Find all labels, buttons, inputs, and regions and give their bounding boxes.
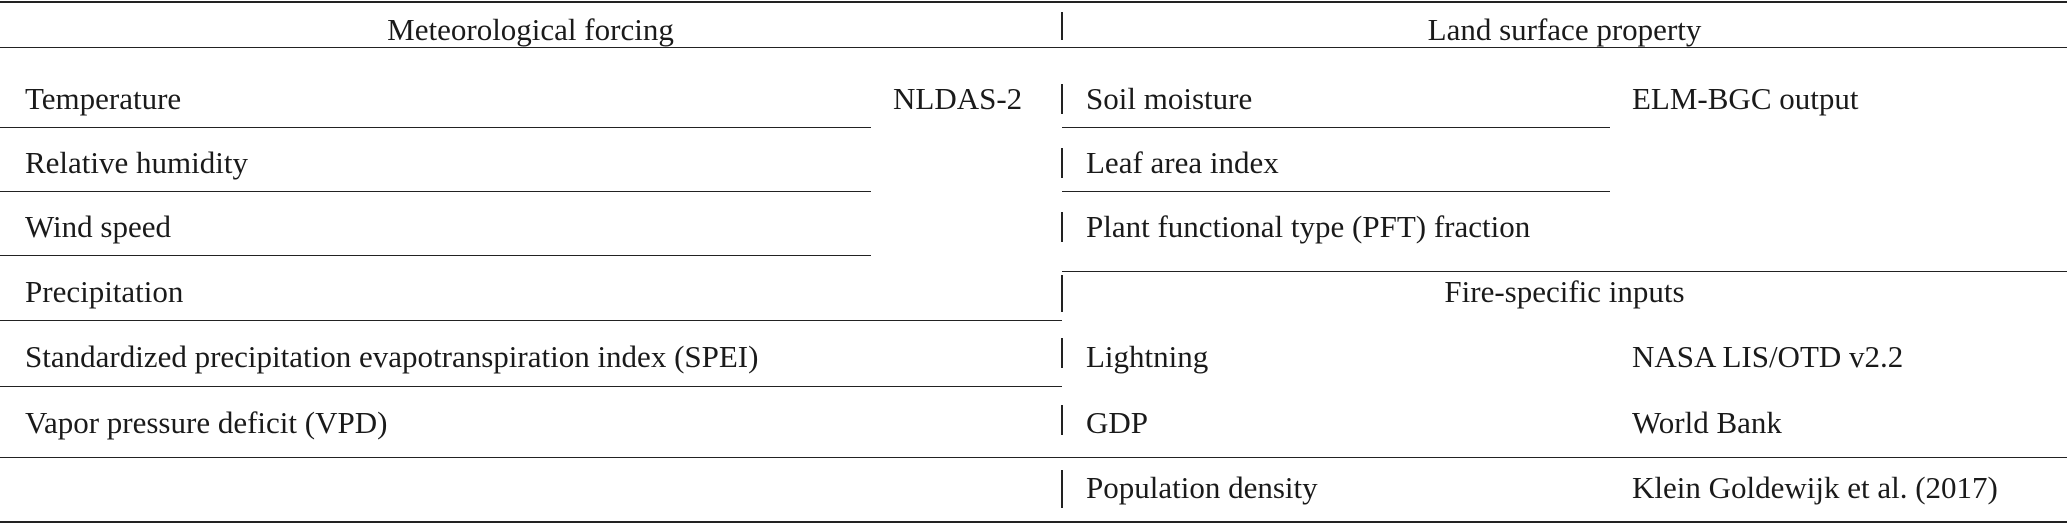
column-divider [1061,84,1063,114]
header-rule [0,47,2067,48]
column-divider [1061,212,1063,242]
column-divider [1061,405,1063,435]
column-divider [1061,470,1063,508]
column-divider [1061,338,1063,368]
table-bottom-rule [0,521,2067,523]
fire-source: NASA LIS/OTD v2.2 [1632,339,1904,374]
right-row-rule [1062,127,1610,128]
fire-source: Klein Goldewijk et al. (2017) [1632,470,1998,505]
fire-variable: GDP [1086,405,1149,440]
right-row-rule [1062,191,1610,192]
met-variable: Wind speed [25,209,171,244]
fire-variable: Lightning [1086,339,1209,374]
land-source: ELM-BGC output [1632,81,1859,116]
land-variable: Soil moisture [1086,81,1253,116]
met-variable: Temperature [25,81,182,116]
header-fire-specific-inputs: Fire-specific inputs [1444,274,1685,309]
met-variable: Relative humidity [25,145,248,180]
left-row-rule [0,386,1062,387]
header-land-surface-property: Land surface property [1427,12,1702,47]
land-variable: Plant functional type (PFT) fraction [1086,209,1531,244]
column-divider [1061,12,1063,40]
fire-variable: Population density [1086,470,1318,505]
column-divider [1061,275,1063,312]
left-row-rule [0,320,1062,321]
left-row-rule [0,127,871,128]
met-source: NLDAS-2 [893,81,1023,116]
left-row-rule [0,191,871,192]
header-meteorological-forcing: Meteorological forcing [387,12,674,47]
row-rule [0,457,2067,458]
column-divider [1061,148,1063,178]
met-variable: Standardized precipitation evapotranspir… [25,339,759,374]
table-top-rule [0,1,2067,3]
met-variable: Precipitation [25,274,184,309]
met-variable: Vapor pressure deficit (VPD) [25,405,388,440]
fire-section-rule [1062,271,2067,272]
fire-source: World Bank [1632,405,1782,440]
left-row-rule [0,255,871,256]
land-variable: Leaf area index [1086,145,1279,180]
